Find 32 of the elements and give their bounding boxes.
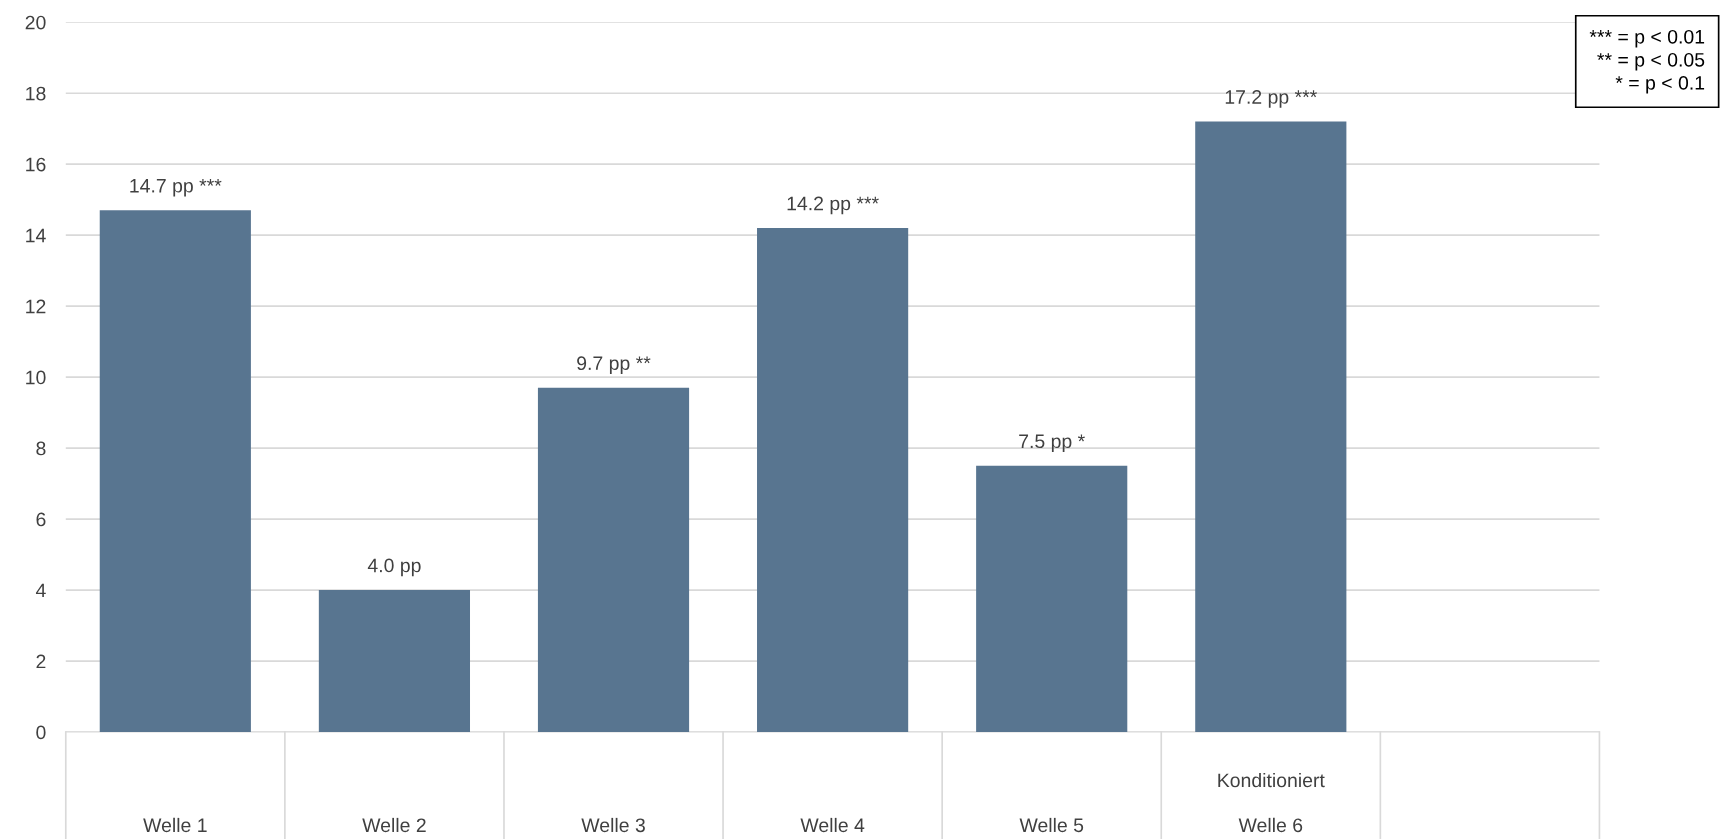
- data-label: 9.7 pp **: [577, 356, 651, 374]
- x-tick-label: Welle 2: [362, 817, 426, 833]
- y-tick-label: 2: [36, 654, 46, 669]
- data-label: 14.7 pp ***: [130, 179, 222, 197]
- bar: [976, 465, 1128, 733]
- y-tick-label: 20: [25, 15, 46, 30]
- data-label: 4.0 pp: [367, 558, 421, 577]
- y-tick-label: 4: [35, 583, 46, 598]
- annotation: ** = p < 0.05: [1597, 52, 1705, 71]
- x-tick-label: Welle 1: [143, 817, 207, 833]
- bar: [99, 210, 251, 733]
- bar: [1195, 121, 1347, 733]
- bar: [537, 387, 690, 733]
- bar: [757, 228, 909, 733]
- annotation: *** = p < 0.01: [1589, 29, 1705, 48]
- y-tick-label: 16: [26, 157, 46, 172]
- data-label: 17.2 pp ***: [1225, 90, 1317, 108]
- data-label: 7.5 pp *: [1019, 434, 1085, 452]
- y-tick-label: 8: [36, 441, 46, 456]
- y-tick-label: 0: [36, 725, 46, 740]
- x-tick-label: Welle 3: [581, 817, 645, 833]
- y-tick-label: 6: [36, 512, 46, 527]
- x-tick-label: Welle 5: [1019, 817, 1084, 833]
- data-label: 14.2 pp ***: [787, 196, 879, 215]
- text: * = p < 0.1: [1615, 75, 1705, 94]
- bar: [318, 590, 471, 733]
- y-tick-label: 18: [26, 86, 46, 101]
- y-tick-label: 14: [26, 228, 46, 243]
- y-tick-label: 12: [26, 299, 46, 314]
- category-label: Konditioniert Welle 6: [1218, 772, 1325, 833]
- y-tick-label: 10: [26, 370, 46, 385]
- x-tick-label: Welle 4: [800, 817, 865, 833]
